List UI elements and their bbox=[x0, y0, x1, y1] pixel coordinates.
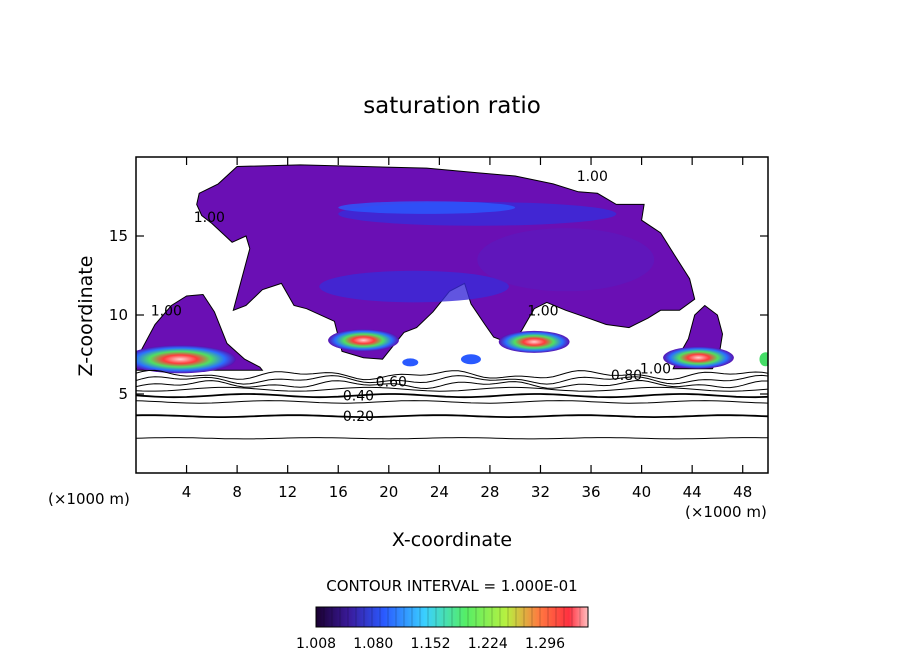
x-axis: 4 8 12 16 20 24 28 32 36 40 44 48 bbox=[182, 157, 752, 501]
x-tick-label: 4 bbox=[182, 483, 192, 501]
small-blue-patch bbox=[402, 358, 419, 367]
contour-label: 1.00 bbox=[577, 169, 608, 185]
colorbar-tick-label: 1.296 bbox=[525, 636, 565, 652]
x-unit-right: (×1000 m) bbox=[685, 503, 767, 521]
contour-label: 0.40 bbox=[343, 389, 374, 405]
edge-patch bbox=[759, 352, 768, 367]
saturation-fill bbox=[136, 164, 768, 374]
colorbar-tick-label: 1.008 bbox=[296, 636, 336, 652]
contour-line bbox=[136, 379, 768, 390]
contour-label: 1.00 bbox=[151, 303, 182, 319]
colorbar-labels: 1.008 1.080 1.152 1.224 1.296 bbox=[296, 636, 565, 652]
colorbar-fill bbox=[315, 606, 589, 628]
colorbar: 1.008 1.080 1.152 1.224 1.296 bbox=[296, 606, 589, 652]
y-tick-label: 15 bbox=[109, 227, 128, 245]
contour-label: 1.00 bbox=[527, 303, 558, 319]
y-axis-label: Z-coordinate bbox=[75, 256, 97, 377]
x-tick-label: 36 bbox=[581, 483, 600, 501]
hotspot bbox=[136, 345, 236, 374]
contour-label: 0.80 bbox=[611, 368, 642, 384]
x-tick-label: 16 bbox=[329, 483, 348, 501]
chart-title: saturation ratio bbox=[363, 93, 541, 119]
contour-line bbox=[136, 369, 768, 381]
x-axis-label: X-coordinate bbox=[392, 529, 512, 551]
small-blue-patch bbox=[460, 354, 481, 365]
contour-line bbox=[136, 386, 768, 392]
contour-line bbox=[136, 437, 768, 440]
contour-interval: CONTOUR INTERVAL = 1.000E-01 bbox=[326, 577, 577, 595]
contour-line bbox=[136, 374, 768, 385]
x-tick-label: 28 bbox=[480, 483, 499, 501]
upper-band-core bbox=[338, 201, 516, 214]
x-tick-label: 40 bbox=[632, 483, 651, 501]
contour-line bbox=[136, 393, 768, 399]
contour-label: 0.60 bbox=[376, 374, 407, 390]
colorbar-tick-label: 1.224 bbox=[468, 636, 508, 652]
hotspot bbox=[663, 346, 734, 369]
contour-lines bbox=[136, 369, 768, 440]
y-axis: 5 10 15 bbox=[109, 227, 768, 403]
contour-label: 1.00 bbox=[194, 210, 225, 226]
x-tick-label: 48 bbox=[733, 483, 752, 501]
contour-line bbox=[136, 414, 768, 419]
x-tick-label: 12 bbox=[278, 483, 297, 501]
mid-blue-band bbox=[319, 270, 509, 303]
colorbar-stripes bbox=[315, 607, 589, 627]
contour-labels: 0.200.400.60 0.801.001.001.001.001.00 bbox=[151, 169, 671, 425]
x-tick-label: 24 bbox=[430, 483, 449, 501]
y-tick-label: 5 bbox=[118, 385, 128, 403]
colorbar-tick-label: 1.080 bbox=[353, 636, 393, 652]
hotspot bbox=[498, 330, 570, 353]
x-tick-label: 32 bbox=[531, 483, 550, 501]
contour-label: 0.20 bbox=[343, 409, 374, 425]
y-tick-label: 10 bbox=[109, 306, 128, 324]
contour-line bbox=[136, 400, 768, 404]
hotspot bbox=[328, 329, 399, 352]
colorbar-tick-label: 1.152 bbox=[410, 636, 450, 652]
x-tick-label: 44 bbox=[683, 483, 702, 501]
plot-area bbox=[136, 164, 768, 440]
x-tick-label: 20 bbox=[379, 483, 398, 501]
right-shade bbox=[477, 228, 655, 292]
x-tick-label: 8 bbox=[232, 483, 242, 501]
x-unit-left: (×1000 m) bbox=[48, 490, 130, 508]
contour-label: 1.00 bbox=[640, 362, 671, 378]
